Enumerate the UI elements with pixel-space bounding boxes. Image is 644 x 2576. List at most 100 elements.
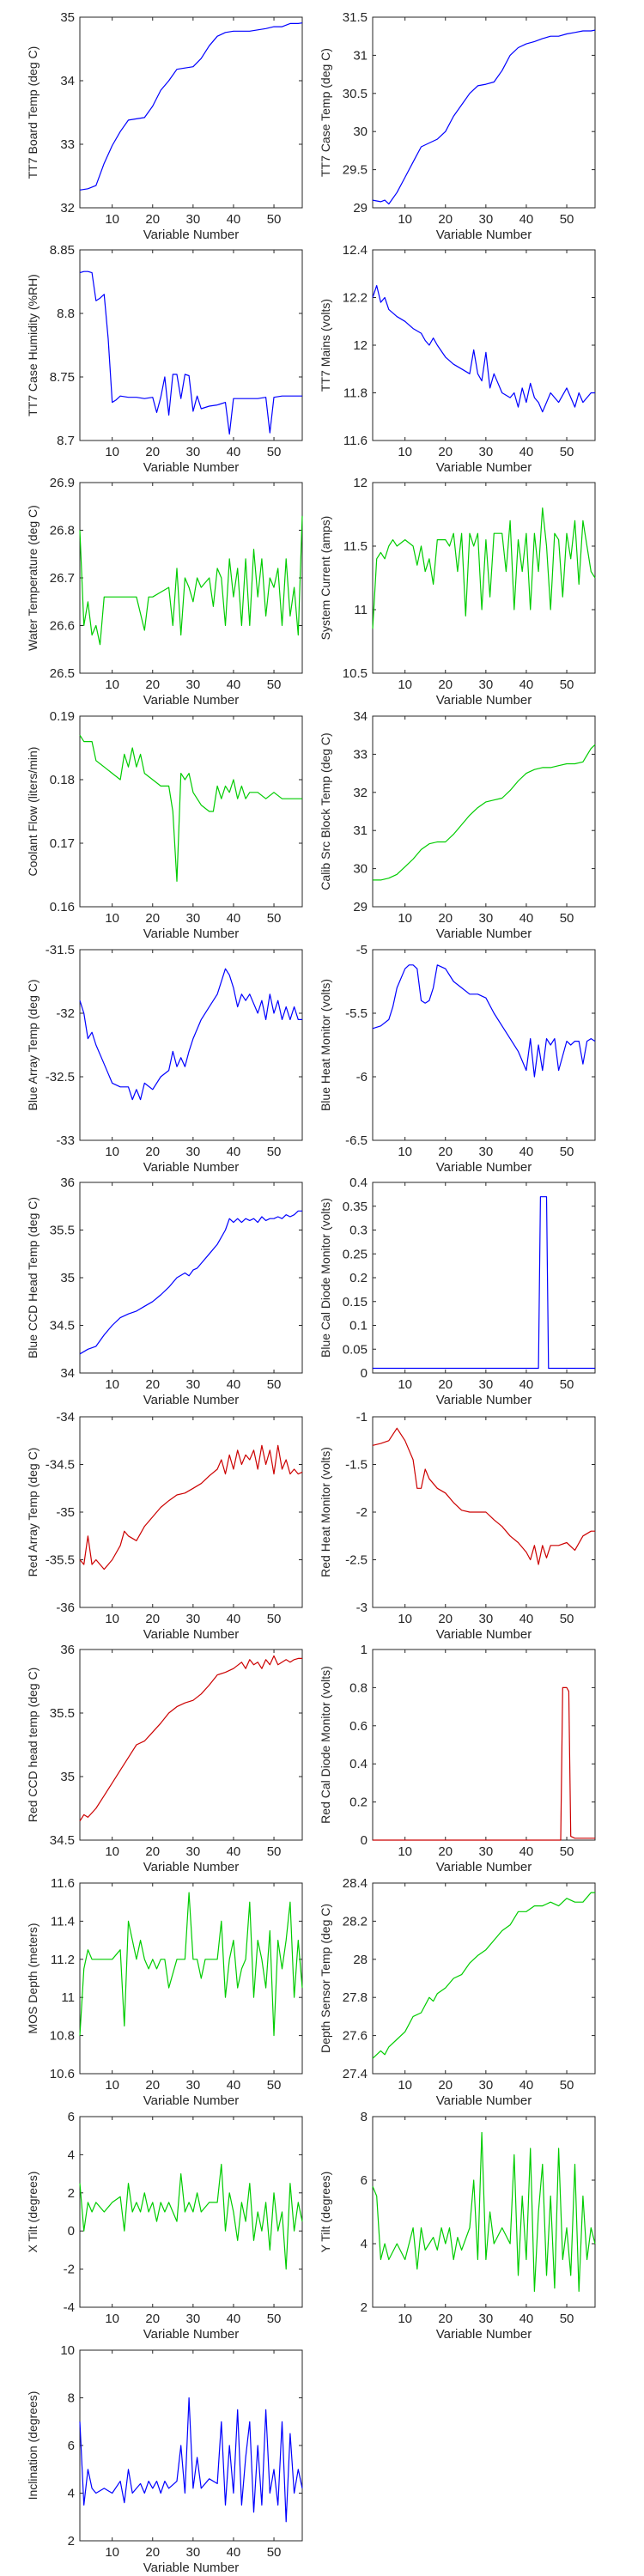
x-tick-label: 30 [186,2545,201,2560]
x-tick-label: 20 [438,212,453,227]
series-line [372,29,596,205]
plot-frame [372,949,596,1141]
x-axis-label: Variable Number [436,2093,532,2108]
x-tick-label: 20 [438,2078,453,2093]
x-axis-label: Variable Number [436,693,532,708]
chart-panel-2: 29 29.5 30 30.5 31 31.5 10 20 30 40 50 Variable Num… [319,10,596,242]
y-tick-label: 29.5 [343,163,368,178]
y-tick-label: 11.8 [343,386,368,401]
x-tick-label: 50 [560,2312,574,2326]
x-tick-label: 30 [479,445,494,459]
y-tick-label: 35 [60,10,75,25]
y-axis-label: Blue Heat Monitor (volts) [319,979,332,1111]
x-tick-label: 20 [145,445,160,459]
x-tick-label: 20 [145,677,160,692]
plot-frame [372,2116,596,2308]
x-tick-label: 40 [519,1145,534,1159]
chart-panel-6: 10.5 11 11.5 12 10 20 30 40 50 Variable Number Sys… [319,476,596,708]
y-tick-label: 31 [353,823,368,838]
y-tick-label: 8.85 [50,243,75,258]
y-tick-label: 30.5 [343,87,368,101]
plot-frame [79,1882,303,2075]
series-line [373,1686,595,1841]
series-line [79,515,303,646]
y-tick-label: 11 [354,603,368,617]
y-axis-label: TT7 Case Temp (deg C) [319,48,332,177]
x-tick-label: 20 [145,1145,160,1159]
x-tick-label: 30 [479,677,494,692]
x-tick-label: 10 [105,445,119,459]
series-line [79,1444,303,1571]
x-axis-label: Variable Number [143,2327,239,2342]
x-tick-label: 10 [398,1844,412,1859]
plot-frame [79,249,303,441]
y-tick-label: 0.8 [349,1680,368,1695]
x-tick-label: 30 [186,445,201,459]
series-line [79,968,302,1101]
y-tick-label: 1 [361,1643,368,1657]
y-tick-label: 27.6 [343,2029,368,2044]
x-tick-label: 50 [267,1377,282,1392]
y-tick-label: 2 [68,2186,75,2201]
x-tick-label: 50 [560,1612,574,1626]
series-line [372,1892,595,2059]
y-tick-label: 35.5 [50,1706,75,1721]
y-tick-label: 0.18 [50,773,75,787]
x-tick-label: 30 [186,1612,201,1626]
y-tick-label: -1 [356,1410,368,1425]
y-tick-label: 32 [60,201,75,216]
y-tick-label: 33 [353,747,368,762]
y-axis-label: Blue Array Temp (deg C) [26,979,39,1110]
y-tick-label: 0.1 [349,1319,368,1334]
y-axis-label: TT7 Board Temp (deg C) [26,46,39,179]
y-tick-label: -6 [356,1070,368,1084]
x-tick-label: 50 [267,2078,282,2093]
y-tick-label: 28.4 [343,1876,368,1891]
x-axis-label: Variable Number [436,1627,532,1642]
x-tick-label: 20 [145,2078,160,2093]
x-tick-label: 10 [398,212,412,227]
chart-panel-14: -3 -2.5 -2 -1.5 -1 10 20 30 40 50 Variable Number R… [319,1410,596,1642]
y-tick-label: 8.7 [57,434,75,448]
y-tick-label: 4 [68,2487,75,2501]
x-tick-label: 40 [227,2545,241,2560]
chart-panel-3: 8.7 8.75 8.8 8.85 10 20 30 40 50 Variable Number T… [26,243,303,475]
x-axis-label: Variable Number [143,228,239,242]
x-tick-label: 20 [145,212,160,227]
x-tick-label: 20 [438,1844,453,1859]
y-axis-label: Blue CCD Head Temp (deg C) [26,1197,39,1358]
series-line [79,1892,303,2037]
chart-panel-1: 32 33 34 35 10 20 30 40 50 Variable Number TT7 Boa… [26,10,303,242]
y-tick-label: -35 [56,1505,75,1520]
x-tick-label: 30 [186,1844,201,1859]
x-tick-label: 40 [227,677,241,692]
x-tick-label: 10 [105,212,119,227]
x-tick-label: 20 [438,677,453,692]
y-tick-label: 28.2 [343,1914,368,1929]
x-tick-label: 20 [145,1612,160,1626]
x-tick-label: 50 [560,1377,574,1392]
y-tick-label: -2.5 [345,1553,368,1568]
y-tick-label: -32.5 [46,1070,75,1084]
y-axis-label: Coolant Flow (liters/min) [26,747,39,877]
y-tick-label: 26.7 [50,571,75,586]
y-tick-label: 36 [60,1176,75,1190]
chart-panel-5: 26.5 26.6 26.7 26.8 26.9 10 20 30 40 50 Variable N… [26,476,303,708]
x-tick-label: 40 [227,1145,241,1159]
x-tick-label: 20 [145,2312,160,2326]
x-tick-label: 20 [438,911,453,926]
x-tick-label: 30 [186,677,201,692]
y-tick-label: 6 [361,2173,368,2188]
x-axis-label: Variable Number [436,1393,532,1407]
y-tick-label: 35 [60,1271,75,1285]
y-tick-label: -36 [56,1601,75,1615]
x-tick-label: 10 [105,2078,119,2093]
x-tick-label: 30 [479,212,494,227]
x-tick-label: 50 [560,1145,574,1159]
y-tick-label: 11 [61,1990,75,2005]
chart-panel-12: 0 0.05 0.1 0.15 0.2 0.25 0.3 0.35 0.4 10 20 30 40 50 V… [319,1176,596,1407]
y-axis-label: Water Temperature (deg C) [26,505,39,651]
x-tick-label: 10 [105,911,119,926]
y-tick-label: 10.6 [50,2067,75,2081]
chart-panel-21: 2 4 6 8 10 10 20 30 40 50 Variable Number Inclinati… [26,2343,303,2575]
